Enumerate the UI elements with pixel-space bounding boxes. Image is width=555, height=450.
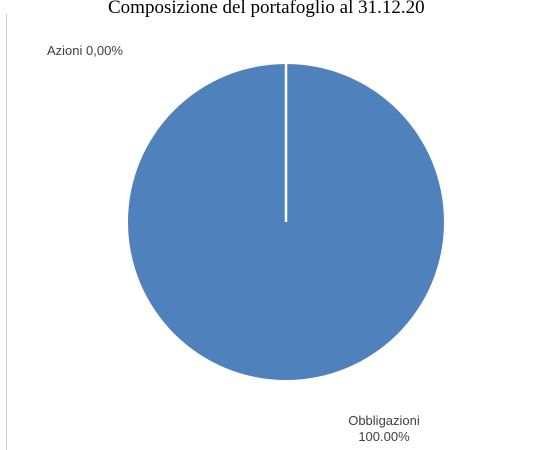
data-label-obbligazioni-value: 100.00% [324, 429, 444, 445]
data-label-azioni: Azioni 0,00% [47, 43, 123, 59]
chart-title: Composizione del portafoglio al 31.12.20 [108, 0, 425, 19]
slices-group [128, 64, 444, 380]
data-label-obbligazioni-name: Obbligazioni [324, 413, 444, 429]
